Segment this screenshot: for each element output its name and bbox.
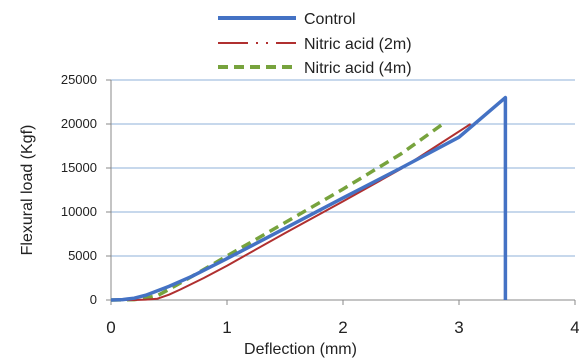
y-tick-label: 10000: [61, 204, 97, 219]
series-lines: [110, 95, 508, 302]
axes: [110, 80, 575, 301]
y-tick-label: 15000: [61, 160, 97, 175]
legend-label-2: Nitric acid (4m): [304, 60, 412, 77]
x-tick-label: 3: [454, 318, 463, 337]
y-tick-label: 0: [90, 292, 97, 307]
y-axis-title: Flexural load (Kgf): [19, 125, 36, 256]
x-axis-title: Deflection (mm): [244, 341, 357, 358]
y-tick-label: 25000: [61, 72, 97, 87]
series-line-1: [111, 123, 472, 301]
y-axis-ticks: 0 5000 10000 15000 20000 25000: [61, 72, 111, 307]
x-tick-label: 4: [570, 318, 579, 337]
x-tick-label: 1: [222, 318, 231, 337]
x-axis-ticks: 0 1 2 3 4: [106, 300, 579, 337]
grid-lines: [111, 79, 575, 257]
series-line-0: [110, 95, 508, 302]
legend-label-1: Nitric acid (2m): [304, 36, 412, 53]
x-tick-label: 0: [106, 318, 115, 337]
x-tick-label: 2: [338, 318, 347, 337]
y-tick-label: 20000: [61, 116, 97, 131]
legend-label-0: Control: [304, 11, 356, 28]
legend: Control Nitric acid (2m) Nitric acid (4m): [218, 11, 412, 77]
y-tick-label: 5000: [68, 248, 97, 263]
